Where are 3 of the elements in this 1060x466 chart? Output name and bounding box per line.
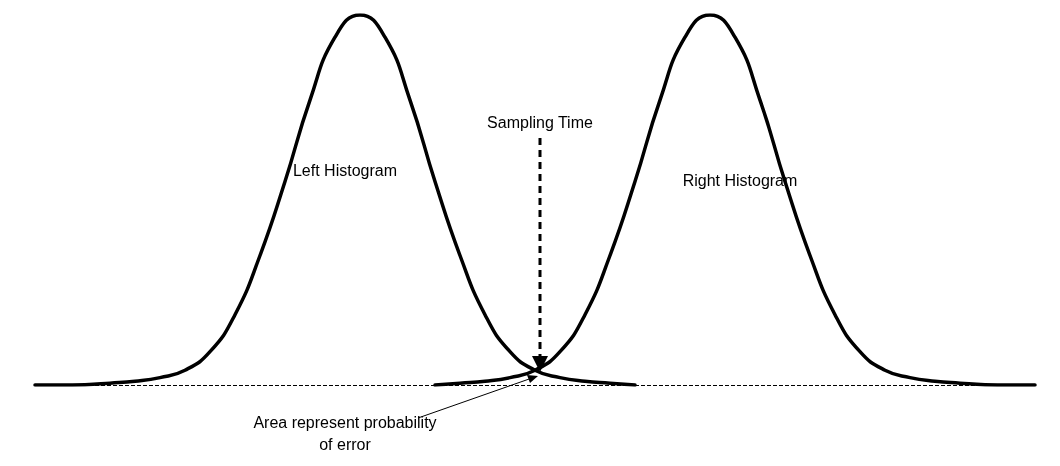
annotation: Sampling Time <box>486 113 594 133</box>
annotation: Left Histogram <box>291 161 398 181</box>
text: Area represent probability of error <box>252 413 438 455</box>
